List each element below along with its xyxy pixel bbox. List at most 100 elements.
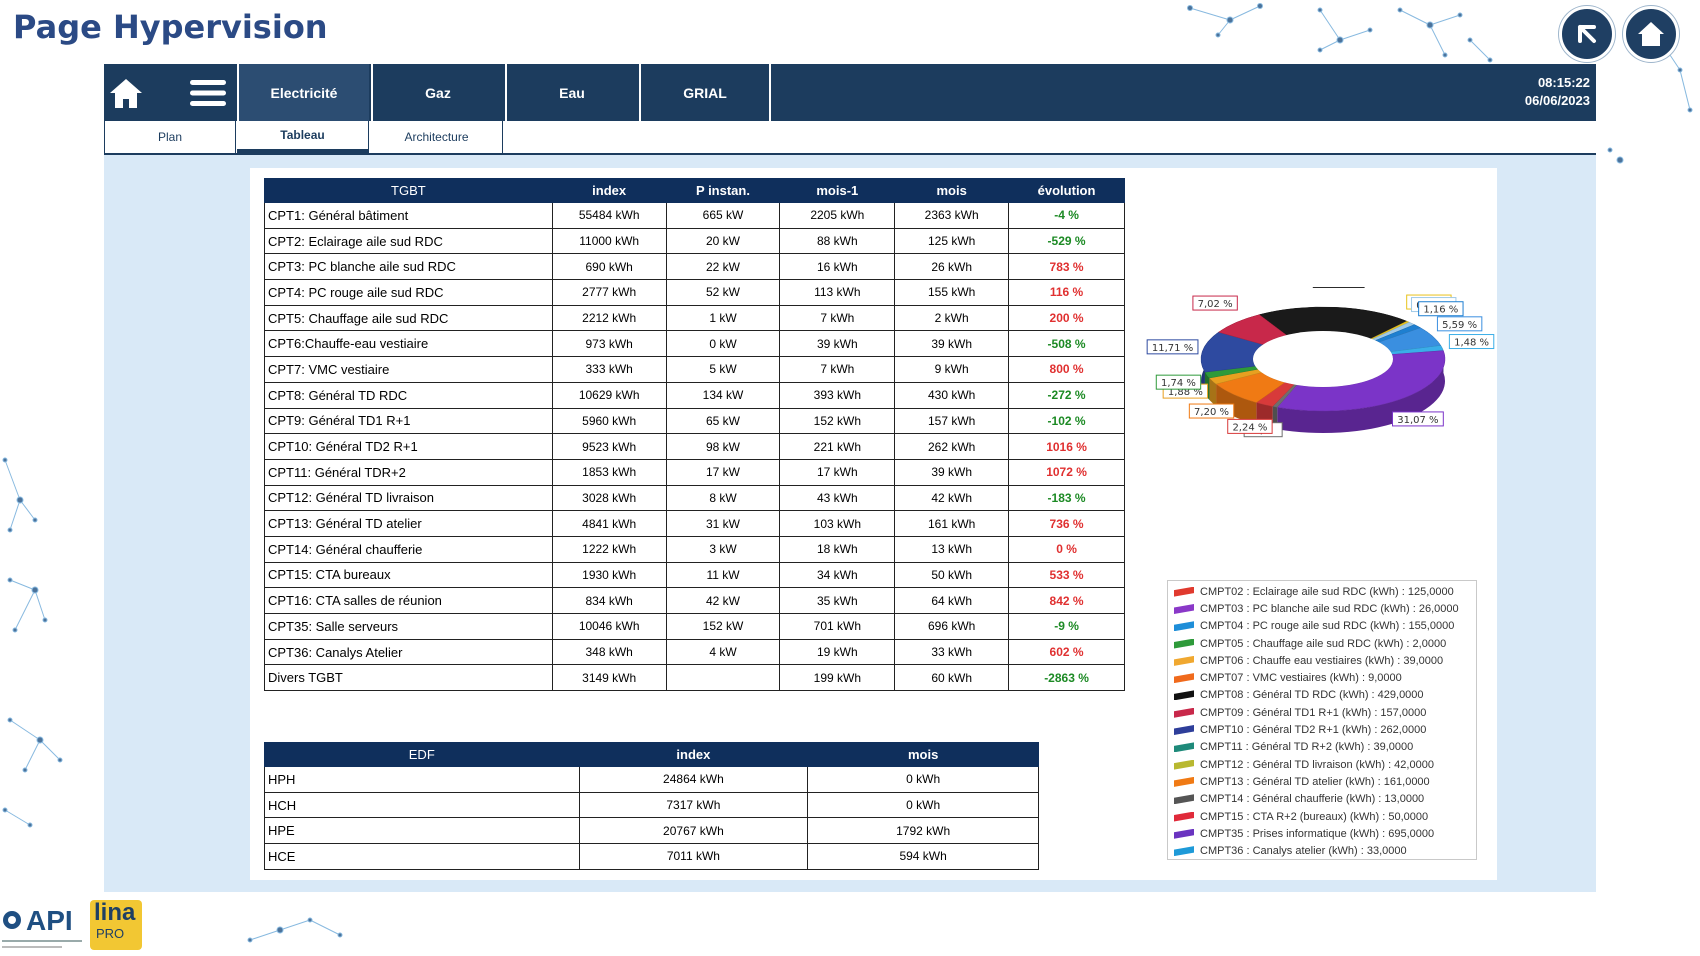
menu-button[interactable] <box>186 64 230 121</box>
meter-name-cell: CPT3: PC blanche aile sud RDC <box>264 253 553 281</box>
legend-item: CMPT04 : PC rouge aile sud RDC (kWh) : 1… <box>1174 618 1470 635</box>
home-round-button[interactable] <box>1623 6 1679 62</box>
table-cell: 2212 kWh <box>551 304 667 332</box>
legend-label: CMPT08 : Général TD RDC (kWh) : 429,0000 <box>1200 689 1424 702</box>
table-cell: 1930 kWh <box>551 561 667 589</box>
table-cell: 9 kWh <box>894 356 1010 383</box>
table-cell: 16 kWh <box>779 253 896 281</box>
table-cell: 262 kWh <box>894 433 1010 460</box>
lina-logo-subtext: PRO <box>96 926 125 941</box>
legend-label: CMPT04 : PC rouge aile sud RDC (kWh) : 1… <box>1200 620 1455 633</box>
legend-item: CMPT12 : Général TD livraison (kWh) : 42… <box>1174 756 1470 773</box>
table-cell: 0 kWh <box>807 791 1039 819</box>
table-row: CPT35: Salle serveurs 10046 kWh 152 kW 701 … <box>264 613 1125 640</box>
table-row: CPT3: PC blanche aile sud RDC 690 kWh 22 k… <box>264 253 1125 281</box>
table-row: CPT12: Général TD livraison 3028 kWh 8 kW 4… <box>264 484 1125 512</box>
tab-grial[interactable]: GRIAL <box>639 64 771 121</box>
table-cell: 834 kWh <box>551 587 667 614</box>
meter-name-cell: CPT4: PC rouge aile sud RDC <box>264 279 553 306</box>
table-cell: 701 kWh <box>779 613 896 640</box>
back-arrow-button[interactable] <box>1559 6 1615 62</box>
table-cell <box>665 664 781 692</box>
legend-item: CMPT05 : Chauffage aile sud RDC (kWh) : … <box>1174 635 1470 652</box>
table-cell: 31 kW <box>665 510 781 537</box>
network-decoration-bottom <box>247 917 343 943</box>
meter-name-cell: CPT12: Général TD livraison <box>264 484 553 512</box>
legend-swatch <box>1174 794 1194 805</box>
donut-slice-side <box>1216 384 1257 425</box>
table-cell: 152 kW <box>665 613 781 640</box>
table-cell: 430 kWh <box>894 381 1010 409</box>
table-cell: 0 kWh <box>807 766 1039 793</box>
tariff-name-cell: HPE <box>264 817 580 845</box>
subtab-architecture[interactable]: Architecture <box>371 121 503 153</box>
table-cell: 18 kWh <box>779 535 896 563</box>
table-cell: 3149 kWh <box>551 664 667 692</box>
slice-label: 1,74 % <box>1161 378 1196 389</box>
table-cell: 11000 kWh <box>551 227 667 255</box>
clock: 08:15:22 06/06/2023 <box>1525 74 1590 110</box>
table-cell: 10629 kWh <box>551 381 667 409</box>
table-cell: 33 kWh <box>894 638 1010 666</box>
table-cell: 1222 kWh <box>551 535 667 563</box>
table-row: CPT10: Général TD2 R+1 9523 kWh 98 kW 221 k… <box>264 433 1125 460</box>
legend-item: CMPT09 : Général TD1 R+1 (kWh) : 157,000… <box>1174 704 1470 721</box>
meter-name-cell: CPT7: VMC vestiaire <box>264 356 553 383</box>
meter-name-cell: CPT15: CTA bureaux <box>264 561 553 589</box>
subtab-tableau[interactable]: Tableau <box>237 121 369 155</box>
meter-name-cell: CPT2: Eclairage aile sud RDC <box>264 227 553 255</box>
table-cell: 134 kW <box>665 381 781 409</box>
tgbt-col-header: mois <box>894 178 1010 203</box>
table-cell: 533 % <box>1008 561 1125 589</box>
legend-swatch <box>1174 828 1194 839</box>
table-cell: 1853 kWh <box>551 458 667 486</box>
table-cell: -272 % <box>1008 381 1125 409</box>
table-cell: 35 kWh <box>779 587 896 614</box>
table-cell: -102 % <box>1008 407 1125 435</box>
home-icon <box>1638 22 1664 46</box>
table-row: HCE 7011 kWh 594 kWh <box>264 843 1039 870</box>
slice-label-box <box>1155 374 1202 390</box>
table-cell: 64 kWh <box>894 587 1010 614</box>
clock-date: 06/06/2023 <box>1524 93 1590 108</box>
legend-label: CMPT14 : Général chaufferie (kWh) : 13,0… <box>1200 793 1425 806</box>
legend-label: CMPT02 : Eclairage aile sud RDC (kWh) : … <box>1200 585 1454 598</box>
table-cell: 60 kWh <box>894 664 1010 692</box>
legend-item: CMPT02 : Eclairage aile sud RDC (kWh) : … <box>1174 583 1470 600</box>
table-cell: 39 kWh <box>779 330 896 358</box>
slice-label: 1,16 % <box>1423 305 1458 316</box>
home-button[interactable] <box>104 64 148 121</box>
slice-label-box <box>1418 301 1464 317</box>
table-cell: 152 kWh <box>779 407 896 435</box>
table-cell: 393 kWh <box>779 381 896 409</box>
table-cell: -9 % <box>1008 613 1125 640</box>
consumption-donut-chart: 19,18 %0,40 %0,93 %1,16 %5,59 %1,48 %31,… <box>1146 287 1495 438</box>
table-row: HPH 24864 kWh 0 kWh <box>264 766 1039 793</box>
tab-electricite[interactable]: Electricité <box>237 64 369 121</box>
edf-header-row: EDF index mois <box>264 742 1039 767</box>
legend-label: CMPT12 : Général TD livraison (kWh) : 42… <box>1200 758 1434 771</box>
table-cell: 690 kWh <box>551 253 667 281</box>
network-decoration-left <box>2 457 63 828</box>
tgbt-col-header: P instan. <box>665 178 781 203</box>
table-cell: 1072 % <box>1008 458 1125 486</box>
table-cell: 1016 % <box>1008 433 1125 460</box>
legend-swatch <box>1174 742 1194 753</box>
table-cell: -2863 % <box>1008 664 1125 692</box>
table-cell: 19 kWh <box>779 638 896 666</box>
meter-name-cell: CPT8: Général TD RDC <box>264 381 553 409</box>
table-cell: 26 kWh <box>894 253 1010 281</box>
tab-eau[interactable]: Eau <box>505 64 637 121</box>
subtab-plan[interactable]: Plan <box>104 121 236 153</box>
table-cell: 783 % <box>1008 253 1125 281</box>
table-row: CPT7: VMC vestiaire 333 kWh 5 kW 7 kWh 9 kWh… <box>264 356 1125 383</box>
tab-gaz[interactable]: Gaz <box>371 64 503 121</box>
table-cell: 42 kW <box>665 587 781 614</box>
table-cell: 8 kW <box>665 484 781 512</box>
table-cell: 98 kW <box>665 433 781 460</box>
table-cell: 20 kW <box>665 227 781 255</box>
table-cell: 10046 kWh <box>551 613 667 640</box>
legend-swatch <box>1174 846 1194 857</box>
legend-label: CMPT09 : Général TD1 R+1 (kWh) : 157,000… <box>1200 706 1427 719</box>
table-cell: 55484 kWh <box>551 202 667 229</box>
